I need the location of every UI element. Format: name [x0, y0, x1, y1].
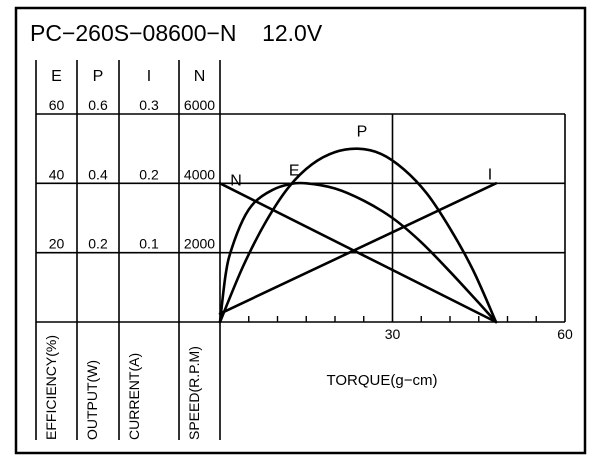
- series-i-curve: [218, 182, 498, 315]
- y-tick-label: 0.3: [139, 97, 159, 113]
- series-e-curve: [218, 181, 498, 324]
- y-tick-label: 40: [49, 166, 65, 182]
- chart-frame: [14, 6, 587, 455]
- axis-symbol-e: E: [51, 68, 62, 85]
- series-label-n: N: [230, 172, 242, 189]
- y-tick-label: 20: [49, 236, 65, 252]
- y-tick-label: 0.2: [139, 166, 159, 182]
- series-label-e: E: [289, 162, 300, 179]
- series-label-p: P: [357, 124, 368, 141]
- x-tick-label: 30: [385, 326, 401, 342]
- x-tick-label: 60: [557, 326, 573, 342]
- series-p-curve: [218, 147, 498, 324]
- axis-label: EFFICIENCY(%): [43, 335, 59, 440]
- y-tick-label: 60: [49, 97, 65, 113]
- chart-title: PC−260S−08600−N 12.0V: [30, 20, 323, 46]
- y-tick-label: 0.4: [88, 166, 108, 182]
- axis-label: OUTPUT(W): [84, 360, 100, 440]
- series-n-curve: [218, 182, 498, 324]
- y-tick-label: 4000: [184, 166, 215, 182]
- x-axis-label: TORQUE(g−cm): [327, 372, 438, 389]
- y-tick-label: 6000: [184, 97, 215, 113]
- axis-label: CURRENT(A): [126, 353, 142, 440]
- axis-symbol-i: I: [147, 68, 151, 85]
- axis-symbol-p: P: [93, 68, 104, 85]
- series-label-i: I: [488, 166, 492, 183]
- axis-symbol-n: N: [194, 68, 206, 85]
- y-tick-label: 0.6: [88, 97, 108, 113]
- y-tick-label: 0.2: [88, 236, 108, 252]
- y-tick-label: 2000: [184, 236, 215, 252]
- y-tick-label: 0.1: [139, 236, 159, 252]
- axis-label: SPEED(R.P.M): [186, 346, 202, 440]
